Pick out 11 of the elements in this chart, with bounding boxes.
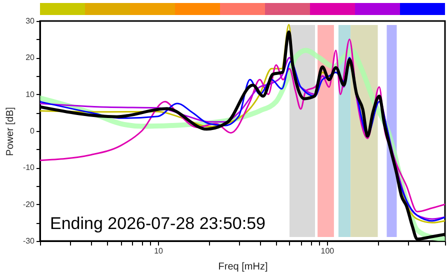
- y-tick-label: 0: [30, 126, 36, 136]
- x-tick-label: 100: [320, 246, 335, 256]
- y-tick-label: -30: [22, 236, 36, 246]
- y-tick-label: 20: [26, 53, 36, 62]
- y-tick-label: 10: [26, 90, 36, 99]
- y-tick-label: -10: [22, 163, 36, 172]
- y-axis-title: Power [dB]: [4, 106, 16, 156]
- y-tick-label: -20: [22, 200, 36, 209]
- x-axis-title: Freq [mHz]: [218, 262, 268, 272]
- annotation: Ending 2026-07-28 23:50:59: [50, 214, 266, 233]
- y-tick-label: 30: [26, 16, 36, 26]
